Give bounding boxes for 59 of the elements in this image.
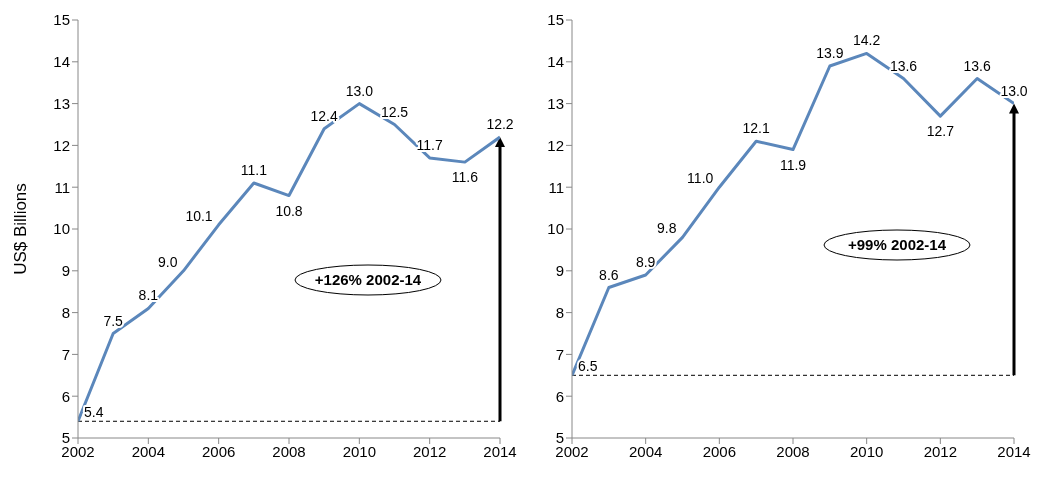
y-tick-label: 15 bbox=[547, 11, 564, 29]
y-tick-label: 14 bbox=[547, 53, 564, 71]
y-axis-title: US$ Billions bbox=[11, 183, 31, 275]
y-tick-label: 14 bbox=[53, 53, 70, 71]
data-label: 12.7 bbox=[926, 123, 955, 140]
y-tick-label: 8 bbox=[61, 303, 70, 321]
data-label: 13.0 bbox=[1000, 82, 1028, 99]
y-tick-label: 13 bbox=[547, 94, 564, 112]
data-label: 11.0 bbox=[687, 170, 714, 187]
data-label: 12.2 bbox=[486, 116, 514, 133]
data-label: 11.9 bbox=[779, 156, 807, 173]
y-tick-label: 15 bbox=[53, 11, 70, 29]
data-label: 13.0 bbox=[345, 82, 374, 99]
x-tick-label: 2012 bbox=[923, 442, 958, 460]
x-tick-label: 2014 bbox=[483, 442, 517, 460]
y-tick-label: 7 bbox=[555, 345, 564, 363]
data-label: 6.5 bbox=[578, 358, 598, 375]
x-tick-label: 2006 bbox=[702, 442, 737, 460]
data-label: 12.5 bbox=[380, 103, 409, 120]
data-label: 12.4 bbox=[310, 107, 338, 124]
data-label: 10.8 bbox=[275, 202, 303, 219]
x-tick-label: 2010 bbox=[342, 442, 377, 460]
data-label: 9.8 bbox=[657, 220, 677, 237]
y-tick-label: 11 bbox=[54, 178, 70, 196]
data-label: 13.6 bbox=[889, 57, 918, 74]
y-tick-label: 11 bbox=[548, 178, 564, 196]
x-tick-label: 2006 bbox=[201, 442, 236, 460]
x-tick-label: 2010 bbox=[849, 442, 884, 460]
x-tick-label: 2014 bbox=[997, 442, 1031, 460]
y-tick-label: 9 bbox=[555, 262, 564, 280]
data-label: 10.1 bbox=[185, 207, 213, 224]
data-label: 8.9 bbox=[635, 253, 656, 270]
data-label: 13.6 bbox=[963, 57, 991, 74]
data-label: 13.9 bbox=[816, 44, 844, 61]
x-tick-label: 2008 bbox=[272, 442, 306, 460]
data-label: 11.7 bbox=[416, 136, 443, 153]
data-label: 7.5 bbox=[103, 312, 124, 329]
y-tick-label: 6 bbox=[555, 387, 564, 405]
x-tick-label: 2008 bbox=[776, 442, 810, 460]
data-label: 9.0 bbox=[158, 253, 178, 270]
data-label: 8.6 bbox=[599, 266, 619, 283]
y-tick-label: 12 bbox=[547, 136, 564, 154]
data-label: 11.1 bbox=[240, 162, 268, 179]
y-tick-label: 6 bbox=[61, 387, 70, 405]
y-tick-label: 13 bbox=[53, 94, 70, 112]
x-tick-label: 2012 bbox=[412, 442, 447, 460]
x-tick-label: 2004 bbox=[131, 442, 166, 460]
y-tick-label: 10 bbox=[53, 220, 70, 238]
y-tick-label: 10 bbox=[547, 220, 564, 238]
data-label: 12.1 bbox=[742, 120, 770, 137]
data-label: 5.4 bbox=[84, 404, 104, 421]
data-label: 8.1 bbox=[138, 287, 159, 304]
y-tick-label: 12 bbox=[53, 136, 70, 154]
y-tick-label: 7 bbox=[61, 345, 70, 363]
y-tick-label: 9 bbox=[61, 262, 70, 280]
data-label: 11.6 bbox=[451, 169, 479, 186]
y-tick-label: 8 bbox=[555, 303, 564, 321]
x-tick-label: 2004 bbox=[628, 442, 663, 460]
data-label: 14.2 bbox=[853, 32, 881, 49]
